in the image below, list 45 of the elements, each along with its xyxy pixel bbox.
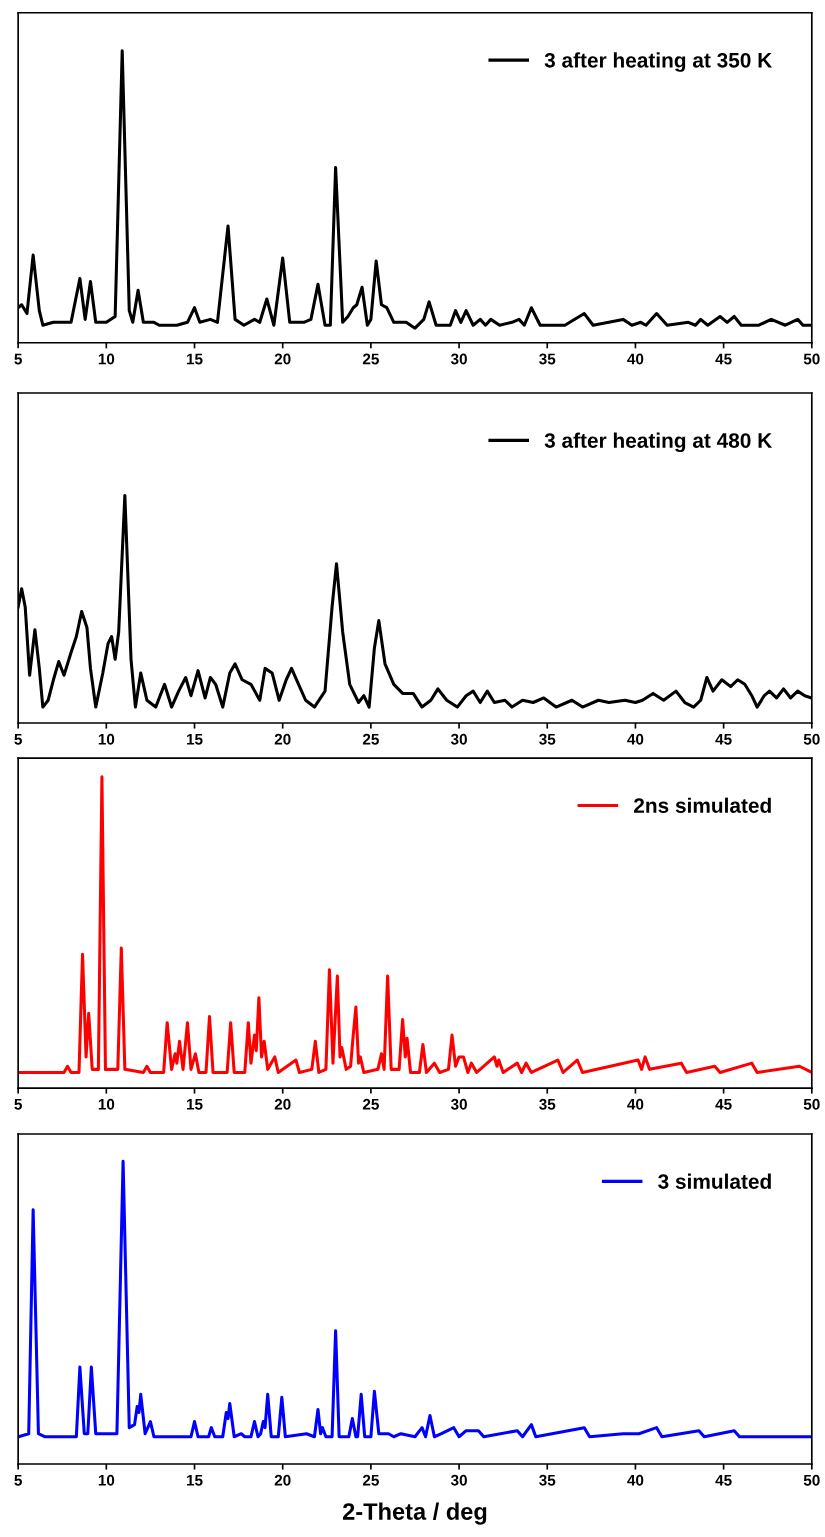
x-tick-label: 40 (627, 1098, 644, 1110)
x-tick-label: 10 (98, 1098, 115, 1110)
legend-label: 3 simulated (658, 1173, 771, 1189)
x-tick-label: 40 (627, 353, 644, 365)
x-tick-label: 45 (715, 733, 732, 745)
x-tick-label: 20 (274, 1474, 291, 1486)
x-tick-label: 50 (803, 733, 820, 745)
x-tick-label: 5 (14, 1474, 22, 1486)
x-tick-label: 50 (803, 1474, 820, 1486)
x-tick-label: 10 (98, 733, 115, 745)
legend-label: 3 after heating at 350 K (544, 52, 773, 72)
x-axis-title: 2-Theta / deg (342, 1502, 487, 1525)
x-tick-label: 30 (450, 1098, 467, 1110)
x-tick-label: 15 (186, 733, 203, 745)
x-tick-label: 40 (627, 1474, 644, 1486)
legend-label: 3 after heating at 480 K (544, 432, 773, 453)
x-tick-label: 30 (450, 1474, 467, 1486)
x-tick-label: 20 (274, 353, 291, 365)
x-tick-label: 15 (186, 1474, 203, 1486)
x-tick-label: 5 (14, 353, 22, 365)
x-tick-label: 25 (362, 733, 379, 745)
x-tick-label: 15 (186, 1099, 203, 1110)
x-tick-label: 15 (186, 353, 203, 365)
x-tick-label: 25 (362, 1474, 379, 1486)
x-tick-label: 25 (362, 1098, 379, 1110)
x-tick-label: 20 (274, 1098, 291, 1110)
x-tick-label: 35 (539, 353, 556, 365)
x-tick-label: 30 (450, 353, 467, 365)
x-tick-label: 10 (98, 1474, 115, 1486)
x-tick-label: 20 (274, 733, 291, 745)
x-tick-label: 50 (803, 353, 820, 365)
x-tick-label: 40 (627, 733, 644, 745)
x-tick-label: 45 (715, 353, 732, 365)
x-tick-label: 10 (98, 353, 115, 365)
x-tick-label: 50 (803, 1098, 820, 1110)
x-tick-label: 45 (715, 1474, 732, 1486)
x-tick-label: 5 (14, 1099, 22, 1110)
x-tick-label: 35 (539, 1474, 556, 1486)
x-tick-label: 35 (539, 733, 556, 745)
x-tick-label: 25 (362, 353, 379, 365)
legend-label: 2ns simulated (634, 797, 771, 813)
x-tick-label: 5 (14, 733, 22, 745)
x-tick-label: 35 (539, 1098, 556, 1110)
x-tick-label: 30 (450, 733, 467, 745)
x-tick-label: 45 (715, 1099, 732, 1110)
